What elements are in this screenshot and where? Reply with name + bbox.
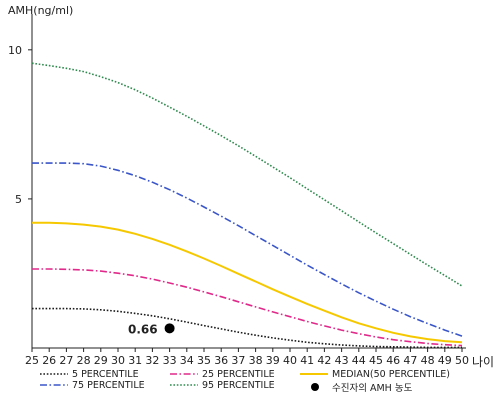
series-line-5 [31, 62, 463, 287]
x-tick-label: 33 [163, 354, 177, 367]
x-axis-title: 나이 [472, 355, 494, 369]
legend-label-3: MEDIAN(50 PERCENTILE) [332, 369, 450, 380]
x-tick-label: 37 [231, 354, 245, 367]
x-tick-label: 27 [59, 354, 73, 367]
legend-label-4: 75 PERCENTILE [72, 380, 145, 391]
x-tick-label: 25 [25, 354, 39, 367]
x-tick-label: 41 [300, 354, 314, 367]
x-tick-label: 30 [111, 354, 125, 367]
x-tick-label: 49 [438, 354, 452, 367]
series-line-2 [32, 268, 463, 347]
x-tick-label: 45 [369, 354, 383, 367]
legend-marker-label: 수진자의 AMH 농도 [332, 383, 413, 394]
x-tick-label: 46 [386, 354, 400, 367]
x-tick-label: 44 [352, 354, 366, 367]
legend-label-1: 5 PERCENTILE [72, 369, 139, 380]
x-tick-label: 47 [403, 354, 417, 367]
x-tick-label: 48 [421, 354, 435, 367]
x-tick-label: 34 [180, 354, 194, 367]
x-tick-label: 31 [128, 354, 142, 367]
y-tick-label: 10 [8, 44, 22, 57]
x-tick-label: 35 [197, 354, 211, 367]
x-axis-ticks: 25 26 27 28 29 30 31 32 33 34 35 36 37 38 39 40 41 42 43 44… [25, 348, 469, 367]
x-tick-label: 38 [249, 354, 263, 367]
x-tick-label: 43 [335, 354, 349, 367]
y-axis-title: AMH(ng/ml) [8, 4, 73, 17]
x-tick-label: 50 [455, 354, 469, 367]
legend-label-2: 25 PERCENTILE [202, 369, 275, 380]
x-tick-label: 28 [77, 354, 91, 367]
patient-marker-point [164, 323, 175, 334]
legend-label-5: 95 PERCENTILE [202, 380, 275, 391]
y-tick-label: 5 [15, 193, 22, 206]
x-tick-label: 42 [317, 354, 331, 367]
x-tick-label: 36 [214, 354, 228, 367]
x-tick-label: 29 [94, 354, 108, 367]
x-tick-label: 40 [283, 354, 297, 367]
patient-marker-value: 0.66 [128, 322, 158, 336]
x-tick-label: 26 [42, 354, 56, 367]
patient-marker: 0.66 [128, 322, 175, 336]
legend: 5 PERCENTILE 25 PERCENTILE MEDIAN(50 PERCE… [40, 369, 450, 394]
series-line-4 [32, 162, 463, 337]
legend-marker-swatch [311, 383, 319, 391]
percentile-series [31, 62, 463, 349]
y-axis-ticks: 5 10 [8, 44, 32, 206]
series-line-1 [32, 307, 462, 349]
x-tick-label: 39 [266, 354, 280, 367]
series-line-3 [32, 221, 463, 344]
x-tick-label: 32 [145, 354, 159, 367]
